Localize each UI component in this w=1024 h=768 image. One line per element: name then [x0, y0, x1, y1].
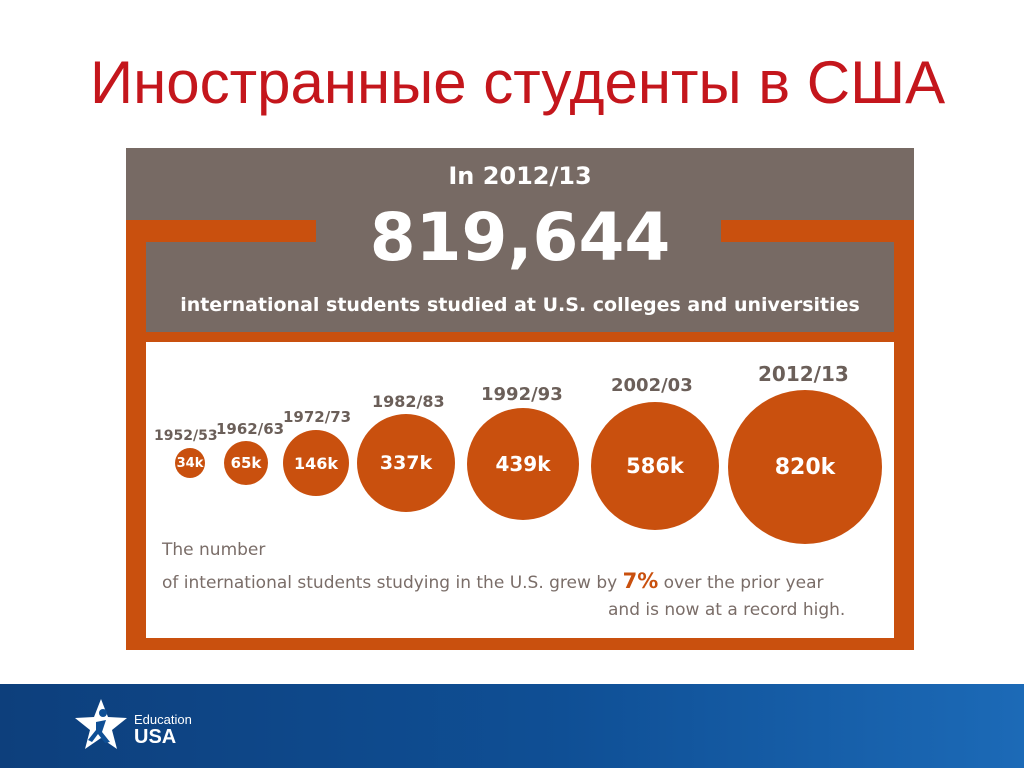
bubble-year-1982: 1982/83: [372, 392, 445, 411]
bubble-year-1962: 1962/63: [216, 420, 285, 438]
bubble-1992: 439k: [467, 408, 579, 520]
header-panel-top: [126, 148, 914, 220]
accent-band-right: [721, 220, 914, 242]
footer-bar: Education USA: [0, 684, 1024, 768]
bubbles-panel: 1952/53 1962/63 1972/73 1982/83 1992/93 …: [146, 342, 894, 638]
caption-line-2-post: over the prior year: [658, 573, 824, 593]
caption-line-2: of international students studying in th…: [162, 569, 823, 593]
logo-text-usa: USA: [134, 726, 177, 748]
star-figure-icon: [75, 699, 127, 749]
caption-line-1: The number: [162, 540, 266, 560]
bubble-year-1992: 1992/93: [481, 384, 563, 405]
total-students: 819,644: [369, 199, 671, 276]
caption-line-3: and is now at a record high.: [608, 600, 846, 620]
bubble-1952: 34k: [175, 448, 205, 478]
accent-band-left: [126, 220, 316, 242]
header-year: In 2012/13: [448, 162, 592, 190]
bubble-1982: 337k: [357, 414, 455, 512]
bubble-year-1952: 1952/53: [154, 428, 218, 444]
caption-line-2-pre: of international students studying in th…: [162, 573, 623, 593]
header-description: international students studied at U.S. c…: [180, 294, 860, 316]
bubble-year-1972: 1972/73: [283, 408, 352, 426]
bubble-2002: 586k: [591, 402, 719, 530]
growth-percent: 7%: [622, 569, 659, 593]
logo-text-education: Education: [134, 712, 192, 727]
infographic: In 2012/13 819,644 international student…: [126, 148, 914, 650]
educationusa-logo: Education USA: [72, 696, 212, 756]
bubble-1962: 65k: [224, 441, 268, 485]
bubble-year-2002: 2002/03: [611, 375, 693, 396]
bubble-1972: 146k: [283, 430, 349, 496]
bubble-year-2012: 2012/13: [758, 362, 849, 386]
slide-title: Иностранные студенты в США: [90, 49, 946, 116]
bubble-2012: 820k: [728, 390, 882, 544]
